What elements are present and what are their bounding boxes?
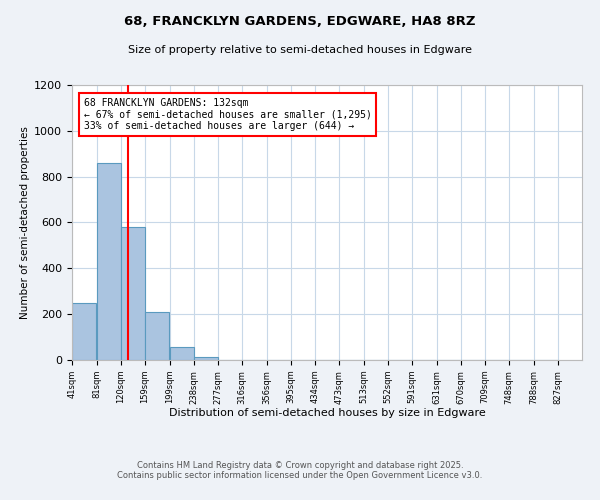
Bar <box>72 302 96 360</box>
Bar <box>170 348 194 360</box>
Bar <box>97 163 121 360</box>
Text: Contains HM Land Registry data © Crown copyright and database right 2025.
Contai: Contains HM Land Registry data © Crown c… <box>118 460 482 480</box>
Text: 68, FRANCKLYN GARDENS, EDGWARE, HA8 8RZ: 68, FRANCKLYN GARDENS, EDGWARE, HA8 8RZ <box>124 15 476 28</box>
X-axis label: Distribution of semi-detached houses by size in Edgware: Distribution of semi-detached houses by … <box>169 408 485 418</box>
Text: 68 FRANCKLYN GARDENS: 132sqm
← 67% of semi-detached houses are smaller (1,295)
3: 68 FRANCKLYN GARDENS: 132sqm ← 67% of se… <box>84 98 371 131</box>
Y-axis label: Number of semi-detached properties: Number of semi-detached properties <box>20 126 30 319</box>
Bar <box>194 357 218 360</box>
Bar <box>121 227 145 360</box>
Bar <box>145 312 169 360</box>
Text: Size of property relative to semi-detached houses in Edgware: Size of property relative to semi-detach… <box>128 45 472 55</box>
